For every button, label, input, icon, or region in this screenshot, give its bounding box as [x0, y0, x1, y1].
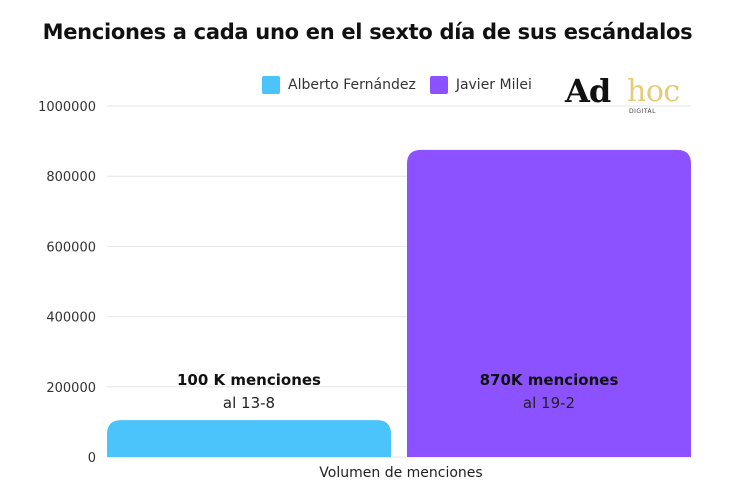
logo-hoc-text: hoc — [627, 74, 680, 109]
bar-annotation-date-0: al 13-8 — [223, 394, 275, 412]
bar-annotation-value-0: 100 K menciones — [177, 371, 321, 389]
legend-label-fernandez: Alberto Fernández — [288, 77, 416, 93]
legend-item-fernandez: Alberto Fernández — [262, 76, 416, 94]
legend: Alberto Fernández Javier Milei — [262, 76, 532, 94]
y-tick-label-4: 800000 — [46, 170, 96, 185]
y-tick-label-2: 400000 — [46, 311, 96, 326]
bar-annotation-value-1: 870K menciones — [480, 371, 619, 389]
legend-item-milei: Javier Milei — [429, 76, 532, 94]
bar-annotation-date-1: al 19-2 — [523, 394, 575, 412]
logo-ad-text: Ad — [565, 72, 611, 110]
x-axis-label: Volumen de menciones — [319, 465, 482, 481]
adhoc-logo: Ad hoc DIGITAL — [565, 72, 695, 118]
y-tick-label-5: 1000000 — [38, 100, 96, 115]
y-tick-label-1: 200000 — [46, 381, 96, 396]
y-tick-label-0: 0 — [88, 451, 96, 466]
bar-fernandez — [107, 420, 391, 457]
legend-swatch-milei — [429, 76, 448, 94]
legend-label-milei: Javier Milei — [455, 77, 532, 93]
chart-title: Menciones a cada uno en el sexto día de … — [42, 20, 693, 44]
legend-swatch-fernandez — [262, 76, 280, 94]
logo-digital-text: DIGITAL — [629, 108, 656, 115]
bar-milei — [407, 149, 691, 457]
y-tick-label-3: 600000 — [46, 240, 96, 255]
